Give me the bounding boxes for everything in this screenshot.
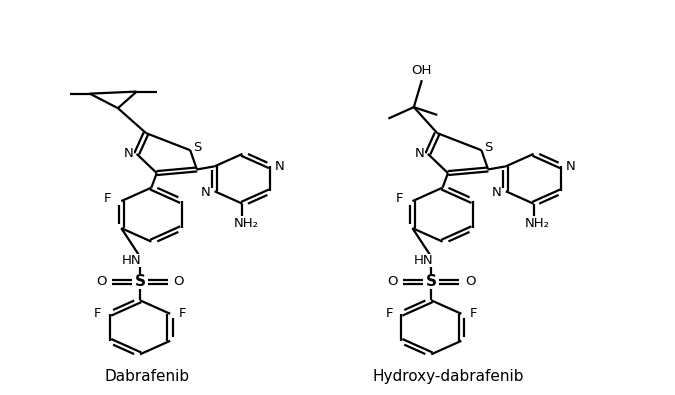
- Text: N: N: [124, 147, 134, 160]
- Text: HN: HN: [413, 254, 433, 267]
- Text: N: N: [275, 160, 285, 173]
- Text: S: S: [484, 141, 492, 154]
- Text: HN: HN: [122, 254, 142, 267]
- Text: O: O: [387, 275, 398, 288]
- Text: Hydroxy-dabrafenib: Hydroxy-dabrafenib: [372, 369, 524, 384]
- Text: O: O: [173, 275, 184, 288]
- Text: O: O: [96, 275, 107, 288]
- Text: Dabrafenib: Dabrafenib: [104, 369, 189, 384]
- Text: F: F: [396, 192, 403, 205]
- Text: N: N: [200, 186, 210, 199]
- Text: F: F: [104, 192, 111, 205]
- Text: F: F: [385, 307, 393, 320]
- Text: S: S: [134, 274, 146, 289]
- Text: N: N: [491, 186, 502, 199]
- Text: F: F: [470, 307, 477, 320]
- Text: N: N: [566, 160, 576, 173]
- Text: F: F: [178, 307, 186, 320]
- Text: S: S: [193, 141, 201, 154]
- Text: NH₂: NH₂: [234, 217, 259, 230]
- Text: N: N: [415, 147, 425, 160]
- Text: O: O: [465, 275, 475, 288]
- Text: S: S: [426, 274, 437, 289]
- Text: OH: OH: [412, 64, 432, 77]
- Text: F: F: [94, 307, 101, 320]
- Text: NH₂: NH₂: [524, 217, 549, 230]
